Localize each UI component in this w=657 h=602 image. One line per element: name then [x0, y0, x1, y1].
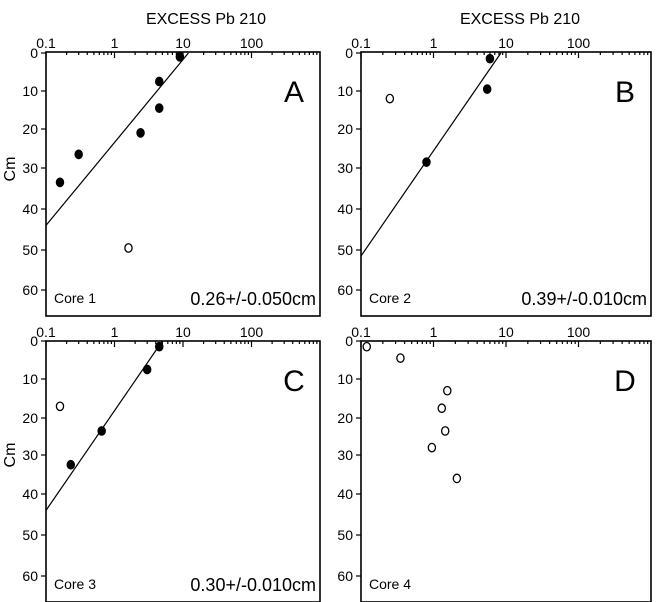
x-tick-label-d-1: 1 — [430, 324, 438, 340]
x-tick-label-c-2: 10 — [175, 324, 191, 340]
y-tick-label-d-4: 40 — [337, 486, 353, 502]
data-point-filled-b-1 — [482, 84, 492, 94]
y-tick-label-a-2: 20 — [22, 121, 38, 137]
panel-b: 0.1 1 10 100 0 10 20 30 40 50 60 B Core 2 0.39+/-0.01… — [337, 35, 652, 317]
x-tick-label-c-0: 0.1 — [36, 324, 56, 340]
data-point-open-a-6 — [124, 243, 133, 253]
y-tick-label-a-6: 60 — [22, 282, 38, 298]
rate-annotation-b: 0.39+/-0.010cm — [521, 289, 647, 309]
y-tick-label-d-5: 50 — [337, 527, 353, 543]
data-point-filled-a-2 — [154, 103, 164, 113]
y-tick-label-a-5: 50 — [22, 242, 38, 258]
data-point-open-d-3 — [437, 403, 447, 414]
core-label-d: Core 4 — [369, 576, 411, 592]
x-axis-title-top-right: EXCESS Pb 210 — [460, 11, 580, 28]
x-tick-label-a-2: 10 — [175, 35, 191, 51]
x-tick-label-d-2: 10 — [498, 324, 514, 340]
data-point-filled-c-1 — [142, 364, 152, 375]
y-tick-label-b-2: 20 — [337, 121, 353, 137]
y-tick-label-c-0: 0 — [30, 333, 38, 349]
panel-d: 0.1 1 10 100 0 10 20 30 40 50 60 D Core 4 — [337, 324, 652, 602]
data-point-filled-c-3 — [97, 426, 106, 436]
y-tick-label-b-4: 40 — [337, 201, 353, 217]
x-axis-title-top-left: EXCESS Pb 210 — [146, 11, 266, 28]
core-label-a: Core 1 — [54, 290, 96, 306]
data-point-filled-b-3 — [422, 157, 431, 167]
y-tick-label-a-1: 10 — [22, 83, 38, 99]
data-point-filled-a-3 — [136, 128, 145, 138]
y-tick-label-c-4: 40 — [22, 486, 38, 502]
y-tick-label-b-5: 50 — [337, 242, 353, 258]
rate-annotation-c: 0.30+/-0.010cm — [190, 575, 316, 595]
plot-frame-c — [45, 340, 321, 602]
y-tick-label-a-0: 0 — [30, 45, 38, 61]
y-tick-label-b-0: 0 — [345, 45, 353, 61]
x-tick-label-a-0: 0.1 — [36, 35, 56, 51]
fit-line-b — [360, 52, 502, 257]
panel-letter-b: B — [615, 76, 635, 109]
data-point-filled-b-0 — [485, 53, 495, 64]
y-tick-label-d-2: 20 — [337, 410, 353, 426]
panel-letter-d: D — [614, 365, 636, 398]
panel-a: 0.1 1 10 100 0 10 20 30 40 50 60 A Core 1 0.26+/-0.05… — [22, 35, 321, 317]
y-tick-label-b-3: 30 — [337, 160, 353, 176]
data-point-open-b-2 — [385, 93, 395, 104]
y-tick-label-c-2: 20 — [22, 410, 38, 426]
x-tick-label-d-3: 100 — [567, 324, 591, 340]
plot-frame-a — [45, 51, 321, 317]
data-point-filled-c-4 — [66, 459, 76, 470]
data-point-filled-a-1 — [154, 76, 164, 87]
plot-frame-d — [360, 340, 652, 602]
y-tick-label-c-5: 50 — [22, 527, 38, 543]
rate-annotation-a: 0.26+/-0.050cm — [190, 289, 316, 309]
y-tick-label-d-3: 30 — [337, 447, 353, 463]
y-tick-label-d-0: 0 — [345, 333, 353, 349]
data-point-open-d-5 — [427, 442, 437, 453]
x-tick-label-c-1: 1 — [111, 324, 119, 340]
data-point-open-c-2 — [55, 401, 65, 412]
x-tick-label-c-3: 100 — [240, 324, 264, 340]
data-point-filled-a-0 — [175, 51, 185, 62]
x-tick-label-b-0: 0.1 — [351, 35, 371, 51]
data-point-open-d-6 — [452, 473, 462, 484]
y-tick-label-b-6: 60 — [337, 282, 353, 298]
y-tick-label-c-1: 10 — [22, 371, 38, 387]
core-label-c: Core 3 — [54, 576, 96, 592]
y-tick-label-c-3: 30 — [22, 447, 38, 463]
data-point-filled-a-4 — [74, 149, 83, 160]
panel-letter-a: A — [284, 76, 304, 109]
x-tick-label-b-1: 1 — [430, 35, 438, 51]
plot-frame-b — [360, 51, 652, 317]
fit-line-a — [45, 52, 189, 226]
data-point-open-d-4 — [440, 426, 450, 436]
x-tick-label-a-3: 100 — [240, 35, 264, 51]
data-point-open-d-0 — [362, 341, 371, 352]
core-label-b: Core 2 — [369, 290, 411, 306]
x-tick-label-a-1: 1 — [111, 35, 119, 51]
data-point-open-d-2 — [443, 385, 452, 396]
y-tick-label-b-1: 10 — [337, 83, 353, 99]
panel-letter-c: C — [283, 365, 305, 398]
y-tick-label-d-1: 10 — [337, 371, 353, 387]
y-tick-label-a-3: 30 — [22, 160, 38, 176]
panel-c: 0.1 1 10 100 0 10 20 30 40 50 60 C Core 3 0.30+/-0.01… — [22, 324, 321, 602]
data-point-open-d-1 — [396, 353, 405, 363]
x-tick-label-b-3: 100 — [567, 35, 591, 51]
y-axis-title-bottom: Cm — [2, 443, 19, 468]
data-point-filled-a-5 — [55, 177, 65, 188]
y-tick-label-d-6: 60 — [337, 568, 353, 584]
data-point-filled-c-0 — [154, 341, 164, 352]
x-tick-label-b-2: 10 — [498, 35, 514, 51]
x-tick-label-d-0: 0.1 — [351, 324, 371, 340]
y-axis-title-top: Cm — [2, 157, 19, 182]
y-tick-label-a-4: 40 — [22, 201, 38, 217]
y-tick-label-c-6: 60 — [22, 568, 38, 584]
